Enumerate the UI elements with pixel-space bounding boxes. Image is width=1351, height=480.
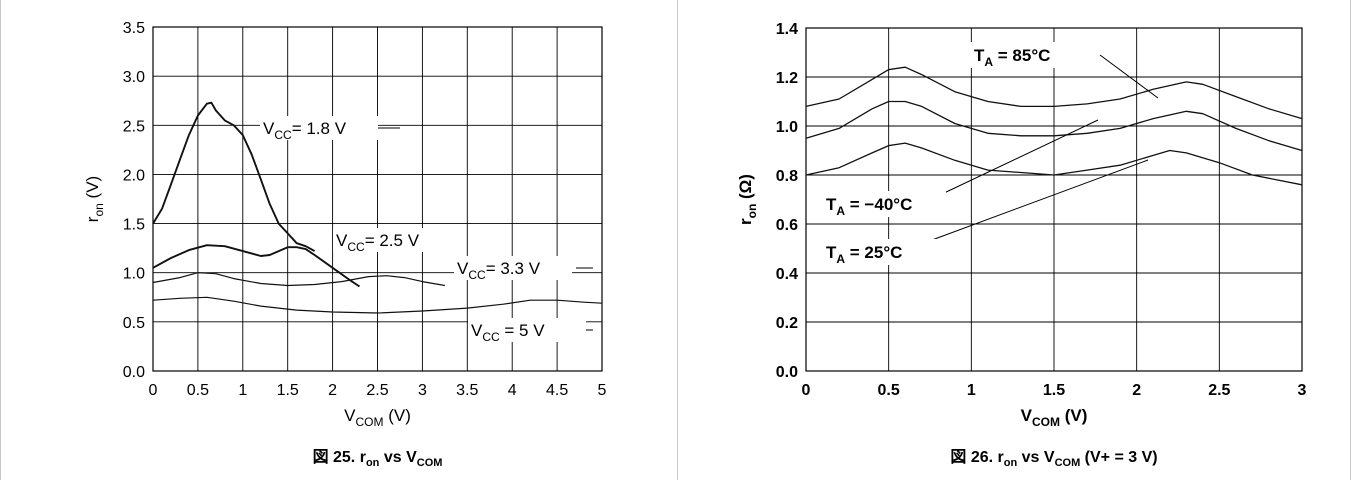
x-tick-label: 2.5: [1208, 382, 1230, 399]
y-tick-label: 3.5: [123, 20, 145, 37]
x-tick-label: 5: [598, 382, 607, 399]
y-tick-label: 0.4: [776, 266, 798, 283]
series-annotation-label: TA = −40°C: [826, 195, 912, 218]
x-tick-label: 1: [238, 382, 247, 399]
ron-vs-vcom-chart: 0 0.5 1 1.5 2 2.5 3 3.5 4 4.5 5 0.0 0.5 1.0 1.5 2.0 2.5 3…: [83, 20, 607, 469]
series-line-0: [805, 66, 1303, 120]
annotation-leader: [931, 159, 1149, 241]
series-line-2: [805, 142, 1303, 186]
x-tick-label: 0: [149, 382, 158, 399]
y-tick-label: 2.5: [123, 118, 145, 135]
annotation-bg: [260, 116, 378, 140]
x-tick-label: 4: [508, 382, 517, 399]
x-tick-label: 1.5: [277, 382, 299, 399]
y-tick-label: 0.8: [776, 168, 798, 185]
annotation-bg: [468, 318, 586, 342]
series-line-0: [152, 101, 316, 252]
series-annotation-label: VCC = 5 V: [471, 321, 545, 344]
y-tick-label: 1.5: [123, 217, 145, 234]
figure-caption: 図 26. ron vs VCOM (V+ = 3 V): [950, 448, 1157, 469]
series-annotation-label: TA = 25°C: [826, 243, 902, 266]
y-axis-label: ron (V): [83, 176, 106, 222]
series-annotation-label: VCC= 1.8 V: [263, 119, 347, 142]
y-tick-label: 1.0: [123, 266, 145, 283]
y-tick-label: 1.4: [776, 21, 798, 38]
x-tick-label: 2: [328, 382, 337, 399]
y-tick-label: 0.6: [776, 217, 798, 234]
chart-panel-right: 0 0.5 1 1.5 2 2.5 3 0.0 0.2 0.4 0.6 0.8 1.0 1.2 1.4 VCO…: [677, 0, 1351, 480]
x-axis-label: VCOM (V): [1021, 406, 1088, 429]
figure-caption: 図 25. ron vs VCOM: [313, 448, 443, 469]
series-annotation-label: TA = 85°C: [974, 46, 1050, 69]
x-tick-label: 1.5: [1043, 382, 1065, 399]
chart-panel-left: 0 0.5 1 1.5 2 2.5 3 3.5 4 4.5 5 0.0 0.5 1.0 1.5 2.0 2.5 3…: [0, 0, 607, 480]
annotation-bg: [822, 239, 946, 265]
y-tick-label: 0.5: [123, 315, 145, 332]
y-tick-label: 1.2: [776, 70, 798, 87]
series-line-2: [152, 272, 446, 287]
y-tick-label: 3.0: [123, 69, 145, 86]
annotation-bg: [970, 42, 1094, 68]
x-tick-label: 0.5: [878, 382, 900, 399]
series-line-1: [152, 244, 361, 288]
x-tick-label: 2.5: [366, 382, 388, 399]
x-tick-label: 3: [418, 382, 427, 399]
series-annotation-label: VCC= 2.5 V: [336, 231, 420, 254]
annotation-bg: [454, 256, 572, 280]
ron-vs-vcom-3v-chart: 0 0.5 1 1.5 2 2.5 3 0.0 0.2 0.4 0.6 0.8 1.0 1.2 1.4 VCO…: [736, 21, 1307, 469]
series-annotation-label: VCC= 3.3 V: [457, 259, 541, 282]
annotation-bg: [333, 228, 451, 252]
y-tick-label: 0.0: [776, 364, 798, 381]
x-tick-label: 0.5: [187, 382, 209, 399]
annotation-leader: [941, 119, 1099, 195]
y-axis-label: ron (Ω): [736, 174, 759, 225]
x-tick-label: 2: [1132, 382, 1141, 399]
x-axis-label: VCOM (V): [344, 406, 411, 429]
y-tick-label: 2.0: [123, 167, 145, 184]
annotation-leader: [1099, 54, 1159, 99]
x-tick-label: 3: [1298, 382, 1307, 399]
y-tick-label: 0.0: [123, 364, 145, 381]
series-line-3: [152, 296, 603, 314]
x-tick-label: 3.5: [456, 382, 478, 399]
y-tick-label: 1.0: [776, 119, 798, 136]
x-tick-label: 0: [802, 382, 811, 399]
x-tick-label: 4.5: [546, 382, 568, 399]
series-line-1: [805, 100, 1303, 152]
annotation-bg: [822, 191, 946, 217]
y-tick-label: 0.2: [776, 315, 798, 332]
x-tick-label: 1: [967, 382, 976, 399]
